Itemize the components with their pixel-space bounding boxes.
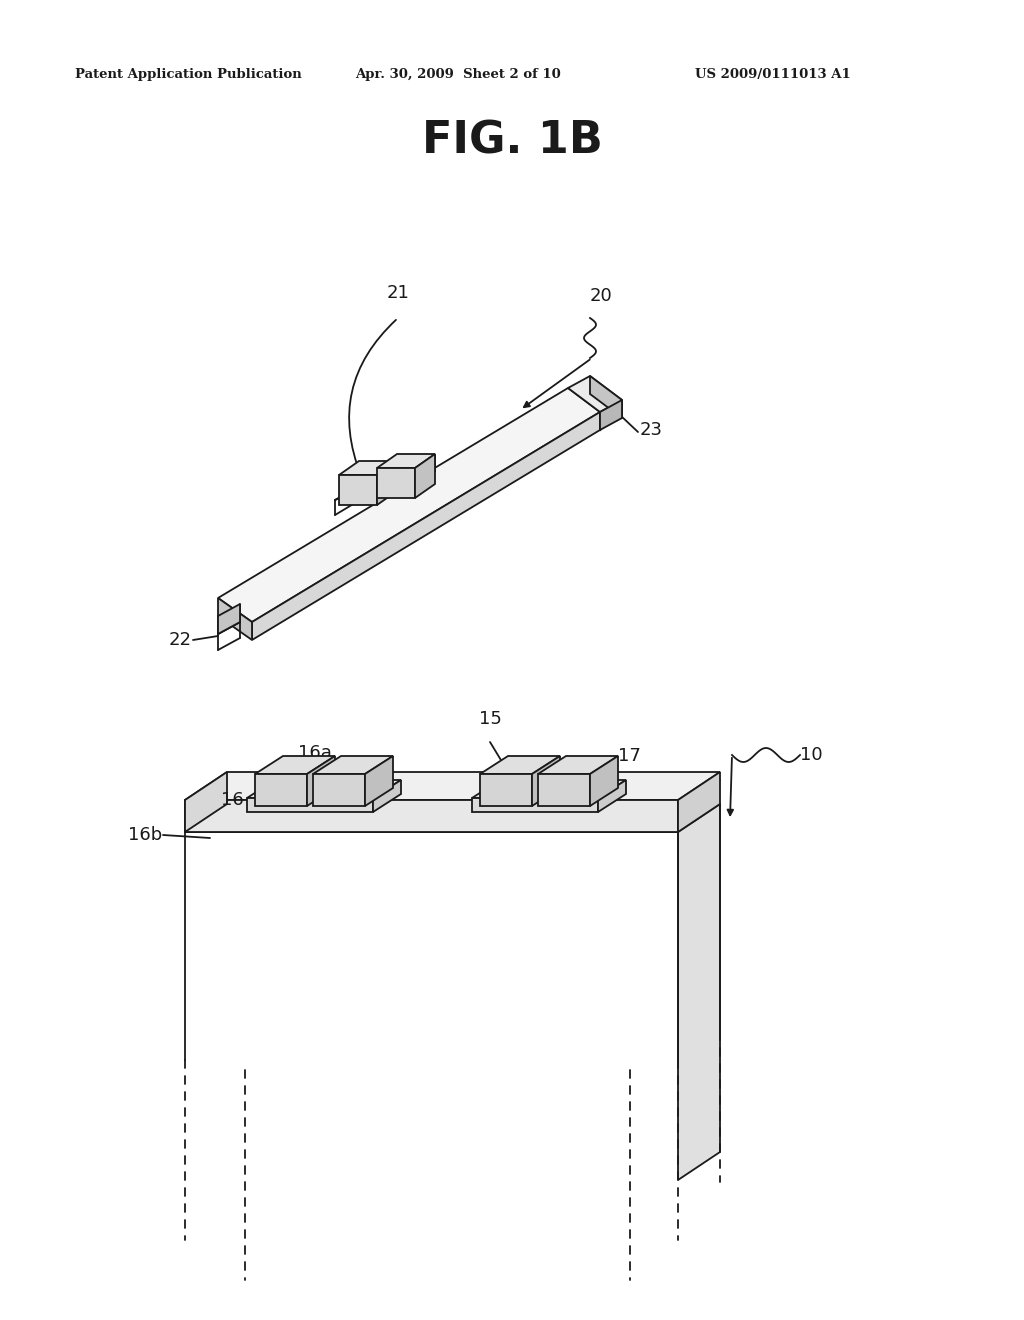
Polygon shape: [255, 756, 335, 774]
Polygon shape: [365, 756, 393, 807]
Polygon shape: [247, 799, 373, 812]
Polygon shape: [185, 800, 678, 832]
Text: 22: 22: [169, 631, 193, 649]
Text: 20: 20: [590, 286, 612, 305]
Text: 21: 21: [387, 284, 410, 302]
Polygon shape: [377, 461, 397, 506]
Polygon shape: [185, 772, 227, 832]
Polygon shape: [313, 756, 393, 774]
Polygon shape: [600, 400, 622, 430]
FancyArrowPatch shape: [727, 758, 733, 816]
Polygon shape: [377, 454, 435, 469]
Polygon shape: [185, 772, 720, 800]
Polygon shape: [218, 388, 600, 622]
Text: 17: 17: [618, 747, 641, 766]
Polygon shape: [678, 772, 720, 832]
Polygon shape: [218, 605, 240, 634]
Polygon shape: [339, 461, 397, 475]
Polygon shape: [590, 756, 618, 807]
FancyArrowPatch shape: [349, 319, 396, 475]
Polygon shape: [538, 774, 590, 807]
Text: 10: 10: [800, 746, 822, 764]
Text: US 2009/0111013 A1: US 2009/0111013 A1: [695, 69, 851, 81]
Text: 15: 15: [478, 710, 502, 729]
Polygon shape: [480, 756, 560, 774]
Polygon shape: [415, 454, 435, 498]
Polygon shape: [307, 756, 335, 807]
Text: 16: 16: [221, 791, 244, 809]
Polygon shape: [472, 799, 598, 812]
Polygon shape: [218, 598, 252, 640]
FancyArrowPatch shape: [524, 359, 590, 407]
Polygon shape: [252, 412, 600, 640]
Polygon shape: [247, 780, 401, 799]
Text: FIG. 1B: FIG. 1B: [422, 120, 602, 162]
Text: 16a: 16a: [298, 744, 332, 762]
Text: 16b: 16b: [128, 826, 162, 843]
Polygon shape: [185, 804, 720, 832]
Polygon shape: [472, 780, 626, 799]
Polygon shape: [255, 774, 307, 807]
FancyArrowPatch shape: [246, 799, 273, 808]
Polygon shape: [678, 804, 720, 1180]
Polygon shape: [590, 376, 622, 418]
Text: Apr. 30, 2009  Sheet 2 of 10: Apr. 30, 2009 Sheet 2 of 10: [355, 69, 561, 81]
Polygon shape: [532, 756, 560, 807]
Text: 23: 23: [640, 421, 663, 440]
Polygon shape: [377, 469, 415, 498]
Text: Patent Application Publication: Patent Application Publication: [75, 69, 302, 81]
Polygon shape: [373, 780, 401, 812]
Polygon shape: [598, 780, 626, 812]
Polygon shape: [568, 376, 622, 412]
Polygon shape: [538, 756, 618, 774]
Polygon shape: [313, 774, 365, 807]
Polygon shape: [339, 475, 377, 506]
Polygon shape: [480, 774, 532, 807]
